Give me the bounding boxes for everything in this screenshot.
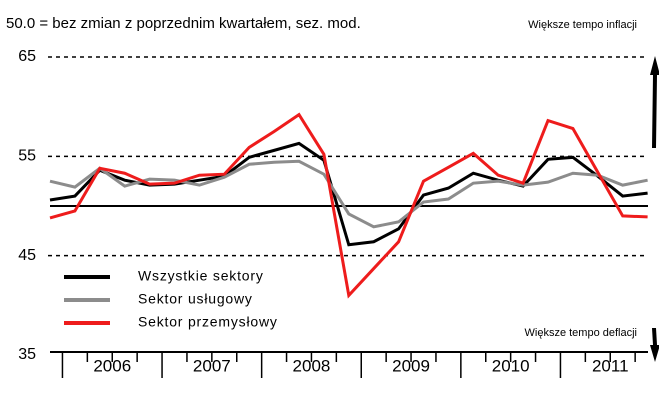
x-group-label: 2008 (293, 356, 331, 375)
x-group-label: 2010 (492, 356, 530, 375)
x-group-label: 2007 (193, 356, 231, 375)
y-tick-label: 35 (18, 346, 36, 363)
legend-label: Sektor przemysłowy (138, 314, 278, 330)
y-tick-label: 65 (18, 48, 36, 65)
annotation: Większe tempo deflacji (525, 327, 638, 339)
legend-label: Sektor usługowy (138, 291, 253, 307)
series-line (49, 159, 648, 229)
series-line (49, 141, 648, 247)
annotation: Większe tempo inflacji (528, 19, 637, 31)
x-group-label: 2009 (392, 356, 430, 375)
x-group-label: 2006 (93, 356, 131, 375)
chart-subtitle: 50.0 = bez zmian z poprzednim kwartałem,… (6, 15, 361, 32)
arrow-down (650, 328, 659, 362)
x-group-label: 2011 (592, 356, 629, 375)
legend-label: Wszystkie sektory (138, 268, 264, 284)
arrow-up (650, 56, 659, 148)
y-tick-label: 55 (18, 148, 36, 165)
y-tick-label: 45 (18, 247, 36, 264)
series-line (49, 112, 648, 299)
